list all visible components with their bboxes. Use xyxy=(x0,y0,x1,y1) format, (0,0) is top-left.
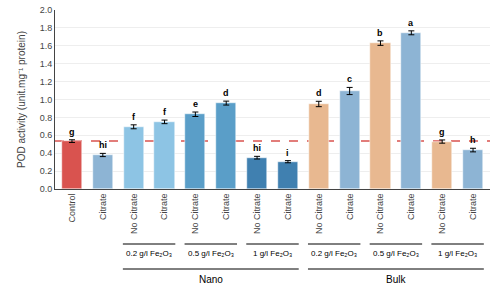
svg-text:0.2 g/l Fe₂O₃: 0.2 g/l Fe₂O₃ xyxy=(126,249,172,258)
svg-text:0.8: 0.8 xyxy=(40,113,53,123)
svg-text:Citrate: Citrate xyxy=(345,194,355,221)
svg-text:Nano: Nano xyxy=(199,274,223,285)
svg-text:0.0: 0.0 xyxy=(40,184,53,194)
svg-text:0.2 g/l Fe₂O₃: 0.2 g/l Fe₂O₃ xyxy=(311,249,357,258)
svg-text:hi: hi xyxy=(253,143,261,153)
svg-text:0.5 g/l Fe₂O₃: 0.5 g/l Fe₂O₃ xyxy=(373,249,419,258)
svg-text:d: d xyxy=(316,88,322,98)
svg-text:g: g xyxy=(69,127,75,137)
svg-text:1.2: 1.2 xyxy=(40,77,53,87)
svg-text:1 g/l Fe₂O₃: 1 g/l Fe₂O₃ xyxy=(253,249,292,258)
svg-text:0.5 g/l Fe₂O₃: 0.5 g/l Fe₂O₃ xyxy=(188,249,234,258)
svg-text:Citrate: Citrate xyxy=(98,194,108,221)
svg-text:No Citrate: No Citrate xyxy=(129,194,139,235)
svg-text:e: e xyxy=(193,99,198,109)
svg-text:g: g xyxy=(439,127,445,137)
svg-text:1 g/l Fe₂O₃: 1 g/l Fe₂O₃ xyxy=(438,249,477,258)
svg-text:Citrate: Citrate xyxy=(468,194,478,221)
svg-text:POD activity (unit.mg⁻¹ protei: POD activity (unit.mg⁻¹ protein) xyxy=(16,31,27,168)
svg-text:No Citrate: No Citrate xyxy=(375,194,385,235)
svg-text:Citrate: Citrate xyxy=(159,194,169,221)
svg-text:b: b xyxy=(377,28,383,38)
svg-text:Control: Control xyxy=(67,194,77,223)
svg-text:0.4: 0.4 xyxy=(40,148,53,158)
svg-text:1.6: 1.6 xyxy=(40,41,53,51)
svg-text:No Citrate: No Citrate xyxy=(252,194,262,235)
svg-text:No Citrate: No Citrate xyxy=(314,194,324,235)
svg-text:1.8: 1.8 xyxy=(40,23,53,33)
svg-text:1.4: 1.4 xyxy=(40,59,53,69)
svg-text:a: a xyxy=(408,18,414,28)
svg-text:0.2: 0.2 xyxy=(40,166,53,176)
svg-text:f: f xyxy=(132,112,136,122)
svg-text:f: f xyxy=(163,107,167,117)
svg-text:0.6: 0.6 xyxy=(40,130,53,140)
svg-text:1.0: 1.0 xyxy=(40,95,53,105)
svg-text:No Citrate: No Citrate xyxy=(437,194,447,235)
svg-text:c: c xyxy=(347,74,352,84)
svg-text:Citrate: Citrate xyxy=(283,194,293,221)
svg-text:Citrate: Citrate xyxy=(406,194,416,221)
svg-text:h: h xyxy=(470,135,476,145)
svg-text:d: d xyxy=(223,88,229,98)
svg-text:hi: hi xyxy=(99,140,107,150)
svg-text:No Citrate: No Citrate xyxy=(190,194,200,235)
svg-text:Bulk: Bulk xyxy=(386,274,406,285)
svg-text:2.0: 2.0 xyxy=(40,5,53,15)
svg-text:Citrate: Citrate xyxy=(221,194,231,221)
svg-text:i: i xyxy=(286,148,289,158)
